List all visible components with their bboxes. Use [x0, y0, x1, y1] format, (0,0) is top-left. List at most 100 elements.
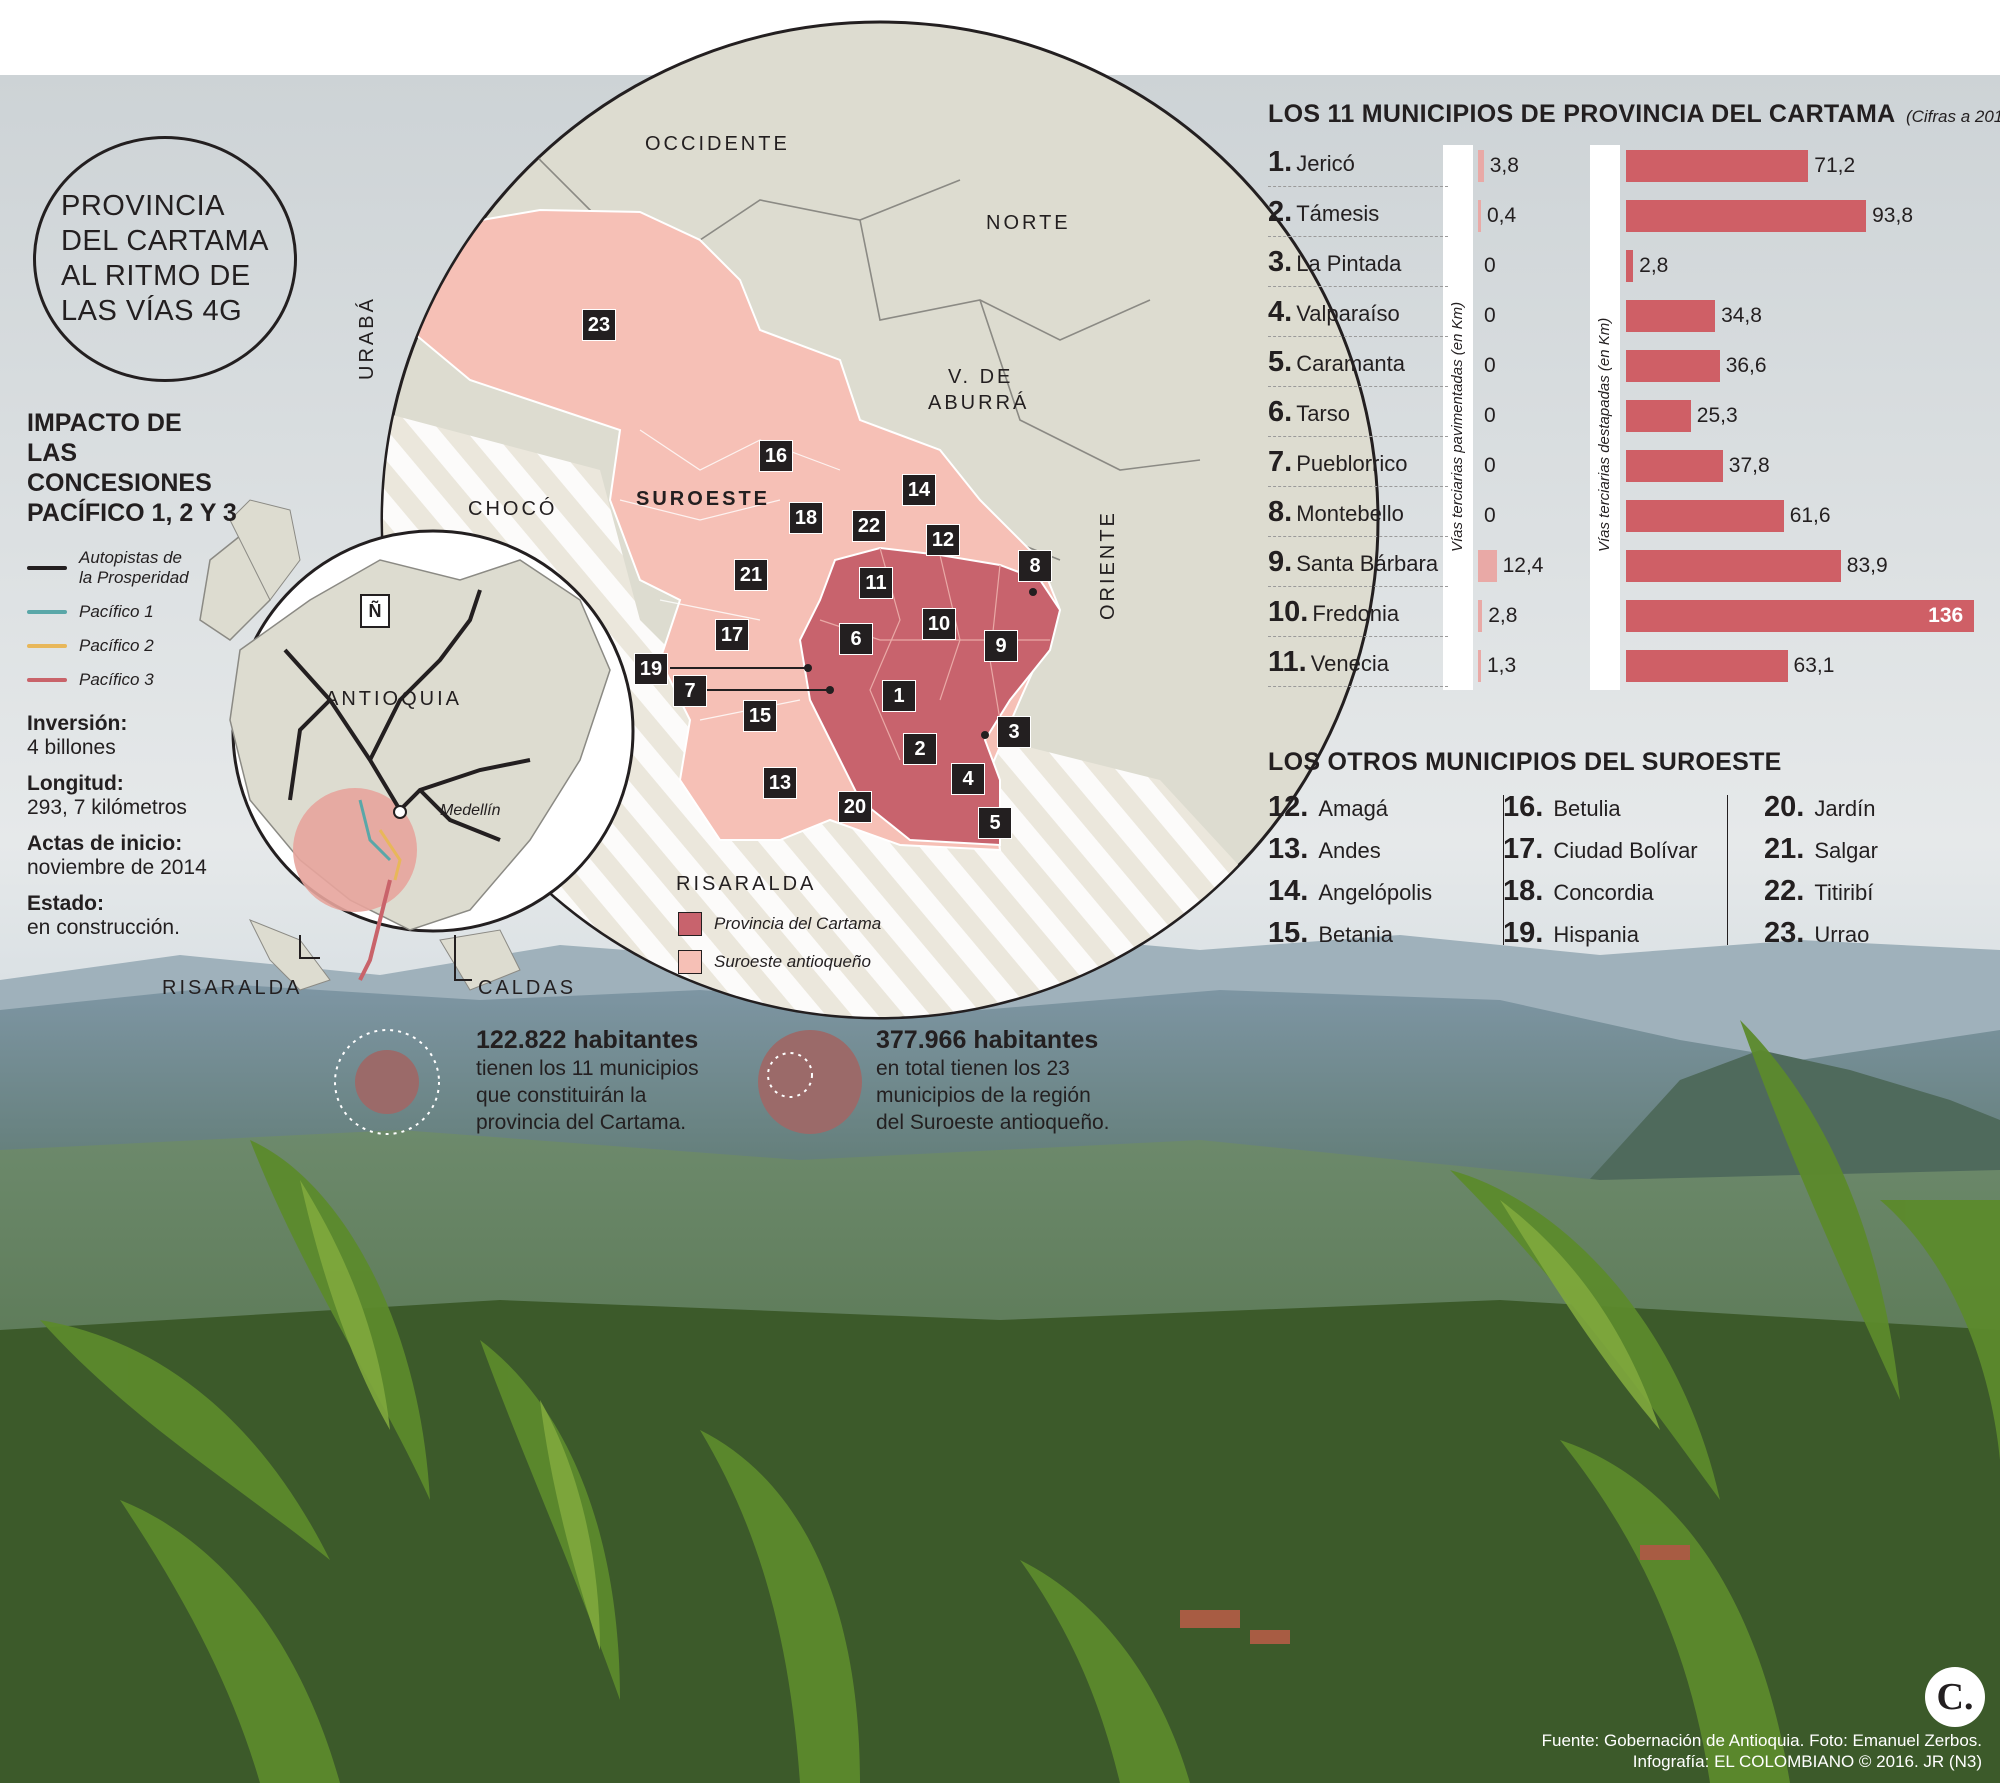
badge-19: 19	[634, 653, 668, 685]
legend-label: Pacífico 3	[79, 670, 154, 689]
north-arrow-icon: Ñ	[360, 594, 390, 628]
other-number: 19.	[1503, 917, 1544, 949]
badge-23: 23	[582, 309, 616, 341]
bar-paved-label: 3,8	[1489, 154, 1519, 177]
population-text: provincia del Cartama.	[476, 1111, 687, 1134]
region-oriente: ORIENTE	[1097, 510, 1119, 620]
fact-label: Longitud:	[27, 772, 124, 795]
bar-paved-label: 0	[1484, 404, 1496, 427]
legend-label: Pacífico 1	[79, 602, 154, 621]
chart-title: LOS 11 MUNICIPIOS DE PROVINCIA DEL CARTA…	[1268, 100, 1896, 128]
badge-10: 10	[922, 608, 956, 640]
badge-16: 16	[759, 440, 793, 472]
city-medellin: Medellín	[440, 802, 501, 819]
municipality-number: 1.	[1268, 146, 1293, 178]
other-item: 20. Jardín	[1764, 786, 1964, 828]
municipality-row: 3. La Pintada	[1268, 246, 1448, 287]
other-number: 21.	[1764, 833, 1805, 865]
fact-value: en construcción.	[27, 916, 180, 939]
bar-unpaved	[1626, 300, 1716, 332]
map-legend: Provincia del Cartama Suroeste antioqueñ…	[678, 912, 881, 974]
municipality-name: Montebello	[1296, 501, 1404, 526]
others-divider	[1503, 795, 1504, 945]
region-occidente: OCCIDENTE	[645, 133, 790, 155]
fact-value: 4 billones	[27, 736, 116, 759]
legend-swatch	[27, 644, 67, 648]
bar-unpaved-label: 34,8	[1721, 304, 1762, 327]
other-item: 23. Urrao	[1764, 912, 1964, 954]
municipality-row: 8. Montebello	[1268, 496, 1448, 537]
other-item: 21. Salgar	[1764, 828, 1964, 870]
other-item: 22. Titiribí	[1764, 870, 1964, 912]
badge-21: 21	[734, 559, 768, 591]
bar-unpaved-label: 37,8	[1728, 454, 1770, 477]
other-name: Concordia	[1553, 880, 1654, 905]
region-aburra-2: ABURRÁ	[928, 392, 1030, 414]
band-unpaved-axis	[1590, 145, 1620, 690]
region-norte: NORTE	[986, 212, 1071, 234]
bar-unpaved	[1626, 400, 1691, 432]
population-text: que constituirán la	[476, 1084, 647, 1107]
municipality-name: Valparaíso	[1296, 301, 1400, 326]
fact-label: Inversión:	[27, 712, 128, 735]
municipality-name: La Pintada	[1296, 251, 1402, 276]
title-line: AL RITMO DE	[60, 260, 251, 292]
municipality-number: 9.	[1268, 546, 1293, 578]
legend-label: Pacífico 2	[79, 636, 154, 655]
legend-autopistas: Autopistas de la Prosperidad	[27, 548, 267, 588]
population-text: en total tienen los 23	[876, 1057, 1070, 1080]
population-text: del Suroeste antioqueño.	[876, 1111, 1110, 1134]
municipality-number: 6.	[1268, 396, 1293, 428]
other-number: 17.	[1503, 833, 1544, 865]
population-text: municipios de la región	[876, 1084, 1091, 1107]
municipality-row: 10. Fredonia	[1268, 596, 1448, 637]
population-suroeste: 377.966 habitantes en total tienen los 2…	[876, 1026, 1110, 1136]
legend-swatch	[678, 950, 702, 974]
municipality-name: Jericó	[1296, 151, 1355, 176]
bar-paved	[1478, 650, 1481, 682]
legend-swatch	[678, 912, 702, 936]
bar-unpaved-label: 71,2	[1814, 154, 1856, 177]
other-name: Angelópolis	[1318, 880, 1433, 905]
bar-paved	[1478, 150, 1484, 182]
legend-swatch	[27, 566, 67, 570]
other-name: Betania	[1318, 922, 1393, 947]
bar-unpaved	[1626, 350, 1720, 382]
bar-unpaved	[1626, 650, 1788, 682]
municipality-name: Caramanta	[1296, 351, 1406, 376]
title-line: PROVINCIA	[60, 190, 226, 222]
fact-label: Estado:	[27, 892, 105, 915]
badge-11: 11	[859, 567, 893, 599]
footer-credits: Fuente: Gobernación de Antioquia. Foto: …	[1542, 1730, 1982, 1772]
municipality-name: Venecia	[1310, 651, 1390, 676]
legend-swatch	[27, 610, 67, 614]
legend-label: la Prosperidad	[79, 568, 189, 587]
badge-8: 8	[1018, 550, 1052, 582]
impact-facts: Inversión: 4 billones Longitud: 293, 7 k…	[27, 712, 267, 940]
series-paved-label: Vías terciarias pavimentadas (en Km)	[1449, 301, 1466, 552]
impact-title: IMPACTO DE LAS CONCESIONES PACÍFICO 1, 2…	[27, 408, 267, 528]
bar-unpaved-label: 63,1	[1793, 654, 1835, 677]
region-risaralda: RISARALDA	[676, 873, 817, 895]
bar-paved-label: 0	[1484, 454, 1496, 477]
population-cartama: 122.822 habitantes tienen los 11 municip…	[476, 1026, 699, 1136]
map-legend-cartama: Provincia del Cartama	[678, 912, 881, 936]
municipality-number: 2.	[1268, 196, 1293, 228]
population-number: 377.966 habitantes	[876, 1026, 1099, 1054]
other-number: 18.	[1503, 875, 1544, 907]
region-choco: CHOCÓ	[468, 498, 558, 520]
region-aburra: V. DE	[948, 366, 1014, 388]
bar-paved-label: 0,4	[1487, 204, 1517, 227]
bar-unpaved	[1626, 450, 1723, 482]
other-name: Amagá	[1318, 796, 1389, 821]
badge-4: 4	[951, 763, 985, 795]
bar-paved	[1478, 550, 1497, 582]
bar-unpaved	[1626, 500, 1784, 532]
badge-9: 9	[984, 630, 1018, 662]
municipality-row: 5. Caramanta	[1268, 346, 1448, 387]
other-item: 17. Ciudad Bolívar	[1503, 828, 1725, 870]
other-name: Ciudad Bolívar	[1553, 838, 1698, 863]
badge-1: 1	[882, 680, 916, 712]
bar-paved-label: 12,4	[1502, 554, 1544, 577]
fact-value: noviembre de 2014	[27, 856, 207, 879]
